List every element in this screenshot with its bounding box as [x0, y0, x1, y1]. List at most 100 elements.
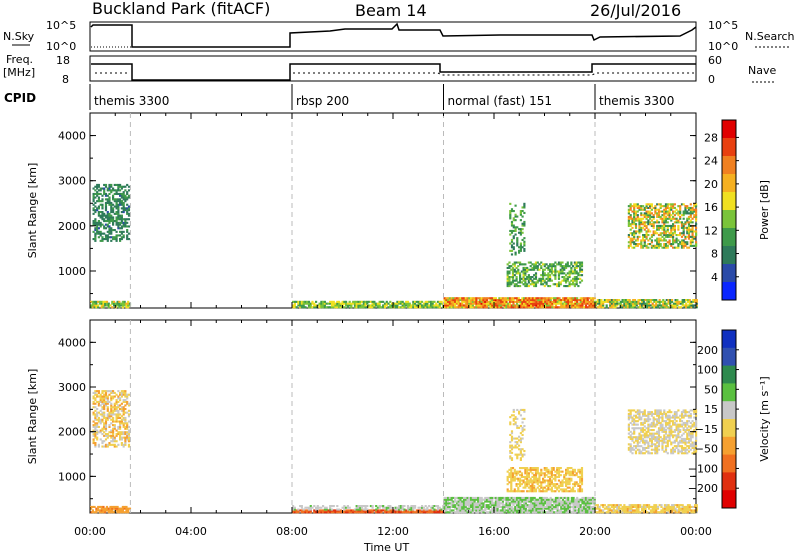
data-cell [462, 300, 466, 303]
data-cell [583, 500, 586, 503]
data-cell [108, 390, 111, 393]
data-cell [658, 504, 661, 507]
data-cell [663, 214, 666, 217]
data-cell [565, 509, 568, 512]
data-cell [671, 304, 674, 307]
data-cell [516, 242, 519, 245]
data-cell [607, 507, 610, 510]
data-cell [570, 263, 573, 266]
data-cell [684, 244, 687, 247]
data-cell [695, 306, 698, 309]
data-cell [576, 300, 579, 303]
data-cell [353, 304, 357, 307]
data-cell [535, 297, 538, 300]
data-cell [556, 504, 559, 507]
data-cell [596, 504, 599, 507]
data-cell [112, 209, 115, 212]
data-cell [516, 505, 519, 508]
data-cell [575, 272, 578, 275]
data-cell [375, 505, 378, 508]
data-cell [538, 302, 542, 305]
data-cell [100, 509, 103, 512]
data-cell [663, 304, 667, 307]
nave-bottom-tick: 0 [708, 73, 715, 86]
data-cell [545, 474, 548, 477]
data-cell [545, 283, 548, 286]
data-cell [521, 453, 524, 456]
data-cell [382, 300, 385, 303]
data-cell [663, 217, 666, 220]
data-cell [127, 507, 130, 510]
data-cell [583, 502, 586, 505]
data-cell [396, 306, 399, 309]
data-cell [545, 488, 548, 491]
data-cell [567, 500, 570, 503]
data-cell [527, 483, 530, 486]
data-cell [579, 484, 582, 487]
data-cell [110, 203, 113, 206]
data-cell [382, 304, 385, 307]
data-cell [101, 239, 104, 242]
data-cell [519, 511, 522, 514]
data-cell [543, 467, 546, 470]
data-cell [526, 283, 529, 286]
data-cell [676, 505, 679, 508]
data-cell [648, 505, 651, 508]
data-cell [628, 304, 631, 307]
data-cell [677, 224, 680, 228]
data-cell [108, 424, 111, 427]
data-cell [691, 232, 694, 235]
data-cell [428, 511, 431, 514]
data-cell [535, 300, 538, 303]
data-cell [119, 393, 122, 396]
data-cell [383, 304, 387, 307]
data-cell [505, 304, 508, 307]
data-cell [325, 508, 328, 511]
data-cell [542, 263, 545, 266]
data-cell [522, 283, 525, 286]
data-cell [500, 502, 503, 505]
data-cell [99, 420, 102, 423]
data-cell [638, 221, 641, 224]
data-cell [454, 504, 457, 507]
data-cell [104, 209, 108, 212]
data-cell [581, 500, 584, 503]
data-cell [535, 500, 538, 503]
data-cell [605, 511, 608, 514]
data-cell [672, 215, 675, 219]
data-cell [672, 237, 675, 240]
data-cell [682, 241, 685, 244]
data-cell [517, 270, 520, 273]
data-cell [654, 443, 657, 446]
data-cell [629, 215, 632, 219]
data-cell [299, 304, 302, 307]
data-cell [626, 299, 629, 302]
data-cell [632, 511, 635, 514]
data-cell [689, 230, 692, 233]
data-cell [320, 509, 323, 512]
data-cell [538, 277, 541, 280]
data-cell [538, 263, 541, 266]
data-cell [339, 306, 342, 309]
data-cell [638, 432, 641, 435]
data-cell [650, 215, 653, 219]
data-cell [104, 390, 108, 393]
data-cell [643, 234, 646, 237]
data-cell [580, 490, 584, 493]
data-cell [389, 509, 392, 512]
data-cell [489, 511, 492, 514]
data-cell [405, 302, 408, 305]
data-cell [519, 408, 522, 411]
data-cell [346, 306, 349, 309]
data-cell [115, 205, 118, 208]
data-cell [576, 504, 579, 507]
data-cell [126, 229, 129, 232]
data-cell [513, 283, 516, 286]
data-cell [454, 300, 457, 303]
data-cell [640, 429, 643, 432]
data-cell [355, 300, 358, 303]
data-cell [457, 297, 460, 300]
data-cell [659, 237, 662, 240]
data-cell [623, 504, 626, 507]
data-cell [494, 500, 497, 503]
